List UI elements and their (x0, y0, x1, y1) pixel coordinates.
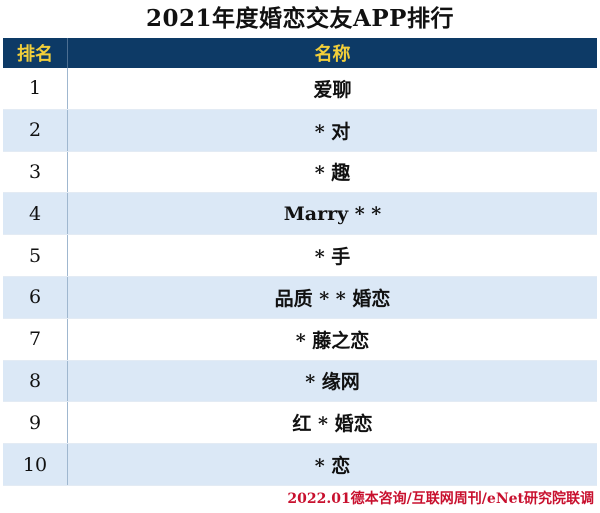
table-row: 8 * 缘网 (3, 360, 597, 403)
table-row: 3 * 趣 (3, 151, 597, 194)
page-title: 2021年度婚恋交友APP排行 (146, 5, 454, 32)
app-name-cell: 爱聊 (67, 68, 597, 110)
source-note: 2022.01德本咨询/互联网周刊/eNet研究院联调 (287, 491, 594, 507)
app-name-cell: * 恋 (67, 443, 597, 486)
table-row: 1 爱聊 (3, 68, 597, 110)
rank-cell: 10 (3, 443, 68, 486)
rank-column-header: 排名 (3, 38, 68, 68)
app-name-cell: * 手 (67, 234, 597, 277)
rank-cell: 2 (3, 109, 68, 152)
rank-cell: 9 (3, 401, 68, 445)
rank-cell: 7 (3, 318, 68, 361)
rank-cell: 5 (3, 234, 68, 277)
table-row: 4 Marry * * (3, 192, 597, 236)
table-row: 2 * 对 (3, 109, 597, 152)
table-row: 10 * 恋 (3, 443, 597, 486)
app-name-cell: 品质 * * 婚恋 (67, 276, 597, 319)
ranking-table: 排名 名称 1 爱聊 2 * 对 3 * 趣 4 Marry * * 5 * 手… (3, 38, 597, 486)
table-row: 5 * 手 (3, 234, 597, 277)
rank-cell: 8 (3, 360, 68, 403)
rank-cell: 3 (3, 151, 68, 194)
app-name-cell: * 对 (67, 109, 597, 152)
rank-cell: 4 (3, 192, 68, 236)
app-name-cell: * 趣 (67, 151, 597, 194)
table-row: 9 红 * 婚恋 (3, 401, 597, 445)
rank-cell: 1 (3, 68, 68, 110)
rank-cell: 6 (3, 276, 68, 319)
table-row: 6 品质 * * 婚恋 (3, 276, 597, 319)
app-name-cell: Marry * * (67, 192, 597, 236)
table-row: 7 * 藤之恋 (3, 318, 597, 361)
app-name-cell: * 缘网 (67, 360, 597, 403)
name-column-header: 名称 (67, 38, 597, 68)
table-header-row: 排名 名称 (3, 38, 597, 68)
app-name-cell: 红 * 婚恋 (67, 401, 597, 445)
app-name-cell: * 藤之恋 (67, 318, 597, 361)
